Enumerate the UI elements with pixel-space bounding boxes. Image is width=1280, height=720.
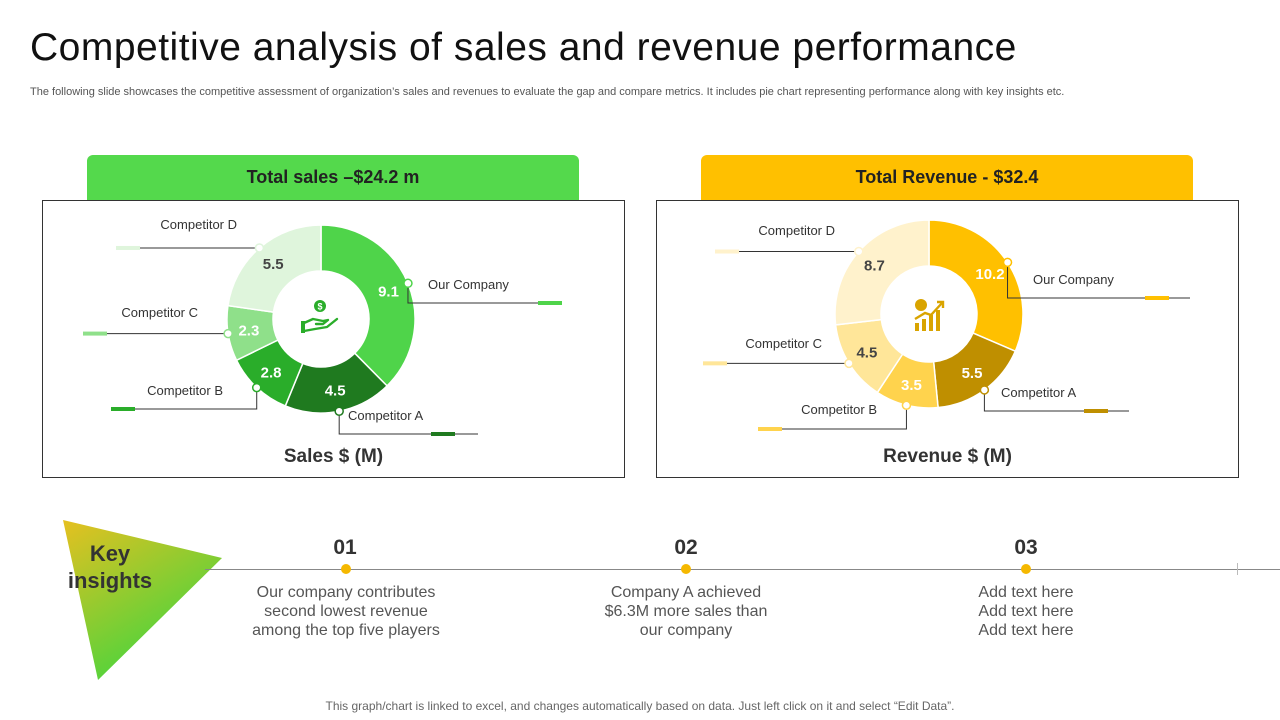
leader-dot [254,243,265,253]
leader-line [1007,262,1190,299]
slice-value-label: 2.3 [238,322,259,339]
leader-dot [1002,257,1013,268]
leader-dot [223,328,233,339]
slice-value-label: 5.5 [263,256,284,273]
leader-competitor-a: Competitor A [979,385,1129,413]
key-insights-triangle [63,520,222,680]
category-label: Our Company [1033,272,1114,287]
revenue-donut-chart[interactable]: 10.2 5.5 3.5 4.5 8.7 Our Company Competitor A C… [657,201,1240,479]
sales-header-tab: Total sales –$24.2 m [87,155,579,200]
leader-our-company: Our Company [403,277,562,305]
leader-competitor-d: Competitor D [116,217,265,253]
legend-swatch [116,245,140,250]
insight-number-3: 03 [1014,536,1038,559]
leader-competitor-c: Competitor C [703,336,854,369]
category-label: Competitor C [121,305,198,320]
leader-competitor-c: Competitor C [83,305,233,339]
footer-note: This graph/chart is linked to excel, and… [325,699,955,713]
legend-swatch [715,249,739,254]
category-label: Competitor A [1001,385,1076,400]
insight-dot-1 [341,564,351,574]
leader-competitor-a: Competitor A [334,406,478,436]
category-label: Our Company [428,277,509,292]
page-title: Competitive analysis of sales and revenu… [30,26,1017,69]
leader-competitor-b: Competitor B [758,400,912,431]
revenue-axis-title: Revenue $ (M) [883,446,1012,467]
category-label: Competitor D [160,217,237,232]
slice-value-label: 9.1 [378,283,399,300]
slice-value-label: 3.5 [901,377,922,394]
leader-dot [251,382,262,393]
slice-our-company[interactable] [928,219,1024,353]
leader-competitor-b: Competitor B [111,382,262,411]
insight-number-1: 01 [333,536,357,559]
timeline-end-tick [1237,563,1238,575]
sales-axis-title: Sales $ (M) [283,446,384,467]
legend-swatch [1084,409,1108,413]
leader-line [113,387,258,410]
slice-competitor-d[interactable] [227,224,322,314]
revenue-header-tab: Total Revenue - $32.4 [701,155,1193,200]
leader-line [760,405,907,430]
slice-value-label: 10.2 [975,266,1004,283]
legend-swatch [1145,296,1169,300]
slice-competitor-d[interactable] [834,219,930,326]
sales-chart-panel[interactable]: 9.1 4.5 2.8 2.3 5.5 Our Company Competitor A Co… [42,200,625,478]
category-label: Competitor A [348,408,423,423]
leader-our-company: Our Company [1002,257,1190,300]
leader-dot [854,246,864,257]
insight-number-2: 02 [674,536,698,559]
category-label: Competitor C [745,336,822,351]
svg-text:$: $ [317,302,322,312]
leader-dot [901,400,912,411]
revenue-chart-panel[interactable]: 10.2 5.5 3.5 4.5 8.7 Our Company Competitor A C… [656,200,1239,478]
insight-text-2: Company A achieved $6.3M more sales than… [604,584,768,639]
insights-timeline [205,569,1280,570]
legend-swatch [538,301,562,305]
slice-value-label: 4.5 [856,344,877,361]
category-label: Competitor B [147,383,223,398]
slice-our-company[interactable] [320,224,416,387]
slice-value-label: 8.7 [864,257,885,274]
slice-value-label: 5.5 [962,365,983,382]
page-subtitle: The following slide showcases the compet… [30,86,1065,98]
category-label: Competitor B [801,402,877,417]
insight-dot-2 [681,564,691,574]
insight-dot-3 [1021,564,1031,574]
insight-text-3: Add text here Add text here Add text her… [978,584,1074,639]
leader-dot [979,385,990,395]
insight-text-1: Our company contributes second lowest re… [252,584,440,639]
leader-line [407,283,558,304]
slice-value-label: 2.8 [261,364,282,381]
legend-swatch [703,361,727,366]
leader-competitor-d: Competitor D [715,223,864,257]
legend-swatch [431,432,455,436]
leader-dot [403,278,413,289]
slice-value-label: 4.5 [325,383,346,400]
leader-dot [334,406,344,416]
leader-line [983,389,1129,412]
legend-swatch [83,331,107,336]
sales-donut-chart[interactable]: 9.1 4.5 2.8 2.3 5.5 Our Company Competitor A Co… [43,201,626,479]
leader-dot [844,358,854,369]
key-insights-label: Key insights [67,541,153,593]
category-label: Competitor D [758,223,835,238]
legend-swatch [758,427,782,431]
legend-swatch [111,407,135,411]
